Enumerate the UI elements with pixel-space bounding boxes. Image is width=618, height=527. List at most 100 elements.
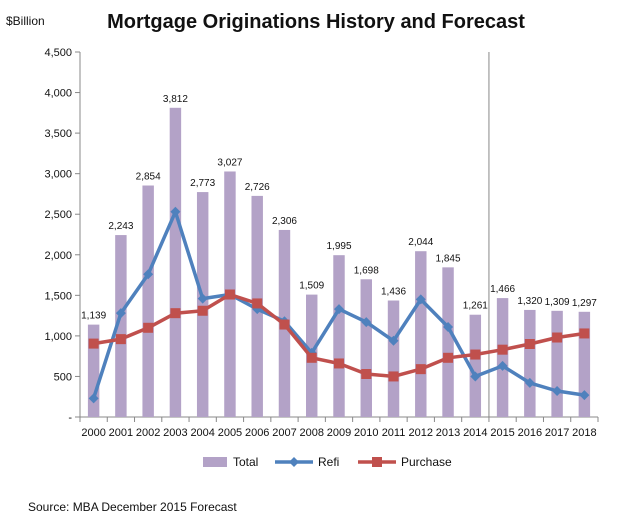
bar-total xyxy=(87,324,100,417)
x-tick-label: 2002 xyxy=(136,427,160,439)
y-tick-label: 2,500 xyxy=(44,209,72,221)
bar-value-label: 2,854 xyxy=(136,172,161,183)
bar-value-label: 1,698 xyxy=(354,265,379,276)
x-tick-label: 2014 xyxy=(463,427,487,439)
bar-value-label: 1,139 xyxy=(81,311,106,322)
bar-total xyxy=(415,251,427,417)
point-purchase xyxy=(388,371,399,382)
x-tick-label: 2008 xyxy=(299,427,323,439)
bar-total xyxy=(333,255,345,417)
bar-value-label: 2,773 xyxy=(190,178,215,189)
bar-total xyxy=(524,309,536,417)
x-tick-label: 2016 xyxy=(518,427,542,439)
bar-total xyxy=(115,235,127,417)
point-purchase xyxy=(579,328,590,339)
bar-total xyxy=(469,314,482,417)
point-refi xyxy=(197,293,208,304)
x-tick-label: 2015 xyxy=(490,427,514,439)
bar-value-label: 1,845 xyxy=(436,253,461,264)
bar-value-label: 1,320 xyxy=(517,296,542,307)
point-purchase xyxy=(470,349,481,360)
point-refi xyxy=(115,308,126,319)
point-purchase xyxy=(279,319,290,330)
bar-value-label: 1,466 xyxy=(490,284,515,295)
bar-value-label: 1,261 xyxy=(463,301,488,312)
point-refi xyxy=(143,269,154,280)
bar-value-label: 1,509 xyxy=(299,281,324,292)
y-tick-label: 2,000 xyxy=(44,250,72,262)
bar-value-label: 2,243 xyxy=(108,221,133,232)
point-refi xyxy=(497,360,508,371)
legend-marker-refi xyxy=(289,457,299,467)
point-refi xyxy=(470,371,481,382)
legend-label-refi: Refi xyxy=(318,455,339,469)
bar-total xyxy=(360,279,372,417)
y-tick-label: - xyxy=(68,412,72,424)
x-tick-label: 2005 xyxy=(218,427,242,439)
bars xyxy=(87,107,591,417)
bar-value-label: 2,306 xyxy=(272,216,297,227)
y-tick-label: 3,500 xyxy=(44,128,72,140)
point-purchase xyxy=(443,352,454,363)
point-refi xyxy=(552,386,563,397)
y-tick-label: 4,500 xyxy=(44,47,72,59)
bar-total xyxy=(442,267,454,417)
bar-total xyxy=(387,300,400,417)
unit-label: $Billion xyxy=(6,14,45,28)
bar-total xyxy=(496,298,509,417)
x-tick-label: 2003 xyxy=(163,427,187,439)
source-note: Source: MBA December 2015 Forecast xyxy=(28,500,237,514)
point-purchase xyxy=(115,334,126,345)
axes: - 500 1,000 1,500 2,000 2,500 3,000 3,500 4,000 4… xyxy=(44,47,599,439)
point-purchase xyxy=(143,322,154,333)
point-refi xyxy=(415,294,426,305)
point-refi xyxy=(524,377,535,388)
point-purchase xyxy=(334,358,344,369)
point-refi xyxy=(361,317,372,328)
bar-value-label: 2,726 xyxy=(245,182,270,193)
bar-total xyxy=(142,185,154,417)
point-refi xyxy=(334,304,344,315)
point-purchase xyxy=(306,352,317,363)
point-refi xyxy=(388,335,399,346)
bar-value-label: 1,436 xyxy=(381,287,406,298)
bar-total xyxy=(578,311,591,417)
legend-label-total: Total xyxy=(233,455,258,469)
bar-total xyxy=(551,310,563,417)
point-purchase xyxy=(524,339,535,349)
point-purchase xyxy=(197,305,208,316)
point-purchase xyxy=(88,338,99,349)
legend: Total Refi Purchase xyxy=(203,455,452,469)
point-purchase xyxy=(497,344,508,355)
y-tick-label: 3,000 xyxy=(44,169,72,181)
x-tick-label: 2013 xyxy=(436,427,460,439)
point-purchase xyxy=(170,308,181,319)
x-tick-label: 2000 xyxy=(81,427,105,439)
point-refi xyxy=(579,390,590,401)
x-tick-label: 2012 xyxy=(409,427,433,439)
bar-total xyxy=(196,192,209,417)
point-purchase xyxy=(415,364,426,375)
y-tick-label: 4,000 xyxy=(44,88,72,100)
x-tick-label: 2011 xyxy=(382,427,406,439)
x-tick-label: 2007 xyxy=(272,427,296,439)
legend-swatch-total xyxy=(203,457,227,467)
point-purchase xyxy=(361,369,372,380)
legend-label-purchase: Purchase xyxy=(401,455,452,469)
point-refi xyxy=(170,206,181,217)
point-purchase xyxy=(224,289,235,300)
y-tick-label: 1,500 xyxy=(44,290,72,302)
bar-value-label: 1,309 xyxy=(545,297,570,308)
x-tick-label: 2004 xyxy=(190,427,214,439)
chart-title: Mortgage Originations History and Foreca… xyxy=(107,11,525,33)
point-purchase xyxy=(252,298,263,309)
bar-value-label: 1,297 xyxy=(572,298,597,309)
point-purchase xyxy=(552,332,563,343)
x-tick-label: 2010 xyxy=(354,427,378,439)
x-tick-label: 2009 xyxy=(327,427,351,439)
lines xyxy=(88,206,590,404)
x-tick-label: 2001 xyxy=(109,427,133,439)
bar-value-label: 1,995 xyxy=(326,241,351,252)
